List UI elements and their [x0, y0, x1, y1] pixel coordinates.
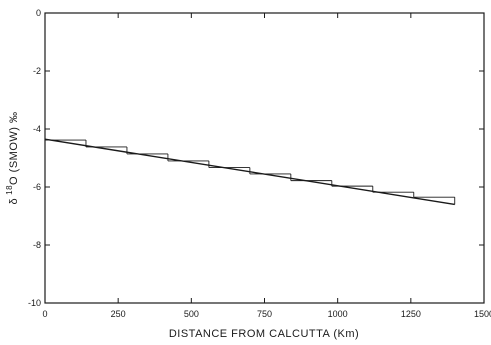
y-axis-label-superscript: 18 [5, 185, 14, 195]
plot-area [44, 138, 456, 206]
y-tick-label: -2 [33, 66, 41, 76]
x-tick-label: 250 [111, 309, 126, 319]
regression-line [44, 138, 455, 206]
y-tick-label: -6 [33, 182, 41, 192]
x-tick-label: 750 [257, 309, 272, 319]
x-tick-label: 1250 [401, 309, 421, 319]
x-tick-label: 0 [42, 309, 47, 319]
y-tick-label: -10 [28, 298, 41, 308]
x-axis-label: DISTANCE FROM CALCUTTA (Km) [169, 328, 359, 340]
y-tick-label: -4 [33, 124, 41, 134]
y-tick-label: 0 [36, 8, 41, 18]
x-tick-label: 1000 [328, 309, 348, 319]
x-tick-label: 500 [184, 309, 199, 319]
y-axis-label-delta: δ [8, 198, 20, 205]
y-axis: 0 -2 -4 -6 -8 -10 [28, 8, 484, 308]
plot-frame [44, 12, 485, 304]
y-tick-label: -8 [33, 240, 41, 250]
y-axis-label: δ 18O (SMOW) ‰ [5, 112, 20, 205]
y-axis-label-rest: O (SMOW) ‰ [8, 112, 20, 185]
